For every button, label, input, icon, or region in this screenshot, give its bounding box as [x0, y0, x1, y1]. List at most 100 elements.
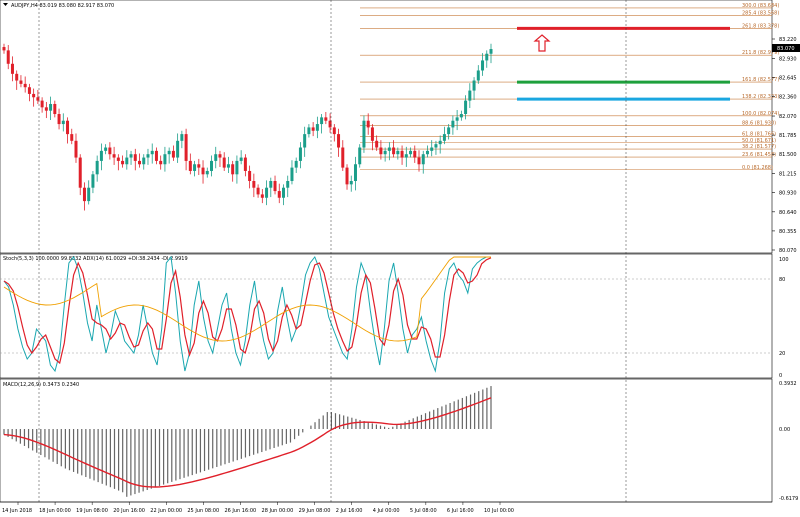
candle-body — [417, 157, 421, 165]
stoch-d-line — [3, 257, 492, 365]
fib-label: 211.8 (82.979) — [742, 50, 779, 56]
candle-body — [201, 167, 205, 175]
candle-body — [248, 170, 252, 182]
candle-body — [349, 181, 353, 185]
candle-body — [61, 120, 65, 125]
candle-body — [311, 127, 315, 131]
stoch-tick-80: 80 — [779, 277, 785, 283]
candle-body — [400, 150, 404, 158]
time-label: 29 Jun 08:00 — [299, 508, 331, 514]
candle-body — [243, 157, 247, 171]
candle-body — [307, 127, 311, 135]
stoch-header: Stoch(5,3,3) 100.0000 99.8332 ADX(14) 61… — [3, 256, 188, 262]
candle-body — [231, 164, 235, 175]
macd-pane[interactable]: MACD(12,26,9) 0.3473 0.2340 0.3932 0.00 … — [0, 378, 798, 503]
fib-label: 38.2 (81.577) — [742, 144, 776, 150]
candle-body — [430, 147, 434, 151]
stochastic-pane[interactable]: Stoch(5,3,3) 100.0000 99.8332 ADX(14) 61… — [0, 253, 789, 379]
candle-body — [226, 164, 230, 168]
candle-body — [476, 70, 480, 81]
adx-line — [3, 256, 491, 342]
candle-body — [87, 187, 91, 202]
macd-tick-zero: 0.00 — [779, 427, 790, 433]
candle-body — [176, 140, 180, 158]
price-tick: 80.355 — [779, 229, 797, 235]
macd-signal-line — [3, 397, 492, 488]
candle-body — [91, 174, 95, 188]
candle-body — [370, 127, 374, 141]
candle-body — [269, 181, 273, 188]
candle-body — [320, 117, 324, 125]
candle-body — [171, 150, 175, 158]
price-pane[interactable]: AUDJPY,H4 83.019 83.080 82.917 83.070 30… — [0, 0, 800, 254]
candle-body — [383, 150, 387, 155]
candle-body — [180, 134, 184, 141]
candle-body — [404, 154, 408, 158]
candle-body — [82, 187, 86, 202]
time-label: 28 Jun 00:00 — [262, 508, 294, 514]
fib-label: 23.6 (81.458) — [742, 152, 776, 158]
symbol-header: AUDJPY,H4 83.019 83.080 82.917 83.070 — [11, 3, 114, 9]
candle-body — [95, 160, 99, 175]
macd-tick-low: -0.6179 — [779, 496, 798, 502]
candle-body — [74, 140, 78, 158]
price-tick: 82.070 — [779, 114, 797, 120]
candle-body — [214, 154, 218, 161]
candle-body — [298, 147, 302, 161]
fib-label: 161.8 (82.577) — [742, 77, 779, 83]
candle-body — [19, 80, 23, 84]
candle-body — [413, 150, 417, 158]
candle-body — [451, 120, 455, 128]
candle-body — [188, 160, 192, 171]
up-arrow-icon — [533, 34, 551, 52]
stoch-k-line — [3, 255, 491, 373]
price-tick: 80.930 — [779, 190, 797, 196]
fib-label: 50.0 (81.671) — [742, 138, 776, 144]
candle-body — [421, 154, 425, 165]
candle-body — [265, 187, 269, 198]
target-lines — [517, 26, 730, 101]
candle-body — [193, 164, 197, 171]
candle-body — [366, 120, 370, 128]
fib-label: 285.4 (83.568) — [742, 11, 779, 17]
candle-body — [455, 117, 459, 121]
macd-histogram — [3, 386, 492, 497]
candle-body — [36, 97, 40, 101]
candle-body — [328, 120, 332, 128]
candle-body — [438, 140, 442, 145]
candle-body — [146, 154, 150, 158]
price-tick: 81.215 — [779, 171, 797, 177]
candle-body — [396, 150, 400, 155]
candle-body — [205, 170, 209, 175]
fib-label: 88.6 (81.930) — [742, 120, 776, 126]
candle-body — [286, 181, 290, 188]
candle-body — [341, 147, 345, 168]
candle-body — [154, 150, 158, 161]
candle-body — [409, 150, 413, 155]
candle-body — [116, 157, 120, 161]
candle-body — [468, 90, 472, 101]
macd-header: MACD(12,26,9) 0.3473 0.2340 — [3, 382, 79, 388]
candle-body — [481, 60, 485, 71]
time-label: 5 Jul 08:00 — [410, 508, 437, 514]
time-label: 6 Jul 16:00 — [447, 508, 474, 514]
price-tick: 80.070 — [779, 248, 797, 254]
candle-body — [337, 134, 341, 148]
candle-body — [78, 157, 82, 188]
candle-body — [392, 147, 396, 155]
candle-body — [197, 164, 201, 168]
candle-body — [129, 154, 133, 158]
dropdown-triangle-icon[interactable] — [3, 3, 8, 6]
candle-body — [184, 134, 188, 161]
candle-body — [489, 49, 493, 54]
candle-body — [104, 147, 108, 151]
candle-body — [40, 100, 44, 108]
candle-body — [222, 157, 226, 168]
candle-body — [210, 160, 214, 171]
candle-body — [324, 117, 328, 121]
candle-body — [387, 147, 391, 151]
candle-body — [303, 134, 307, 148]
fib-label: 0.0 (81.268) — [742, 165, 773, 171]
price-axis: 83.220 82.930 82.645 82.360 82.070 81.785 81.5… — [772, 37, 797, 254]
